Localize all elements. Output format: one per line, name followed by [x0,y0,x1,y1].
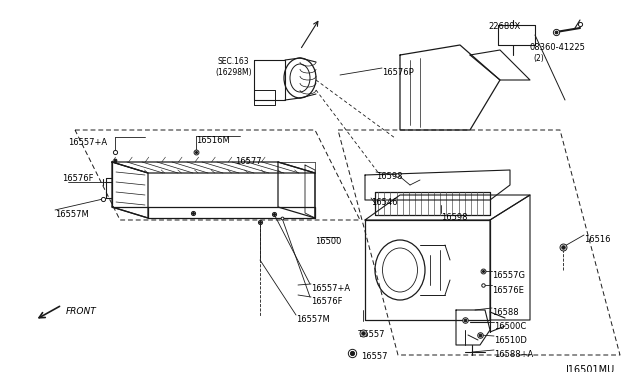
Text: 16598: 16598 [376,172,403,181]
Text: 16576F: 16576F [311,297,342,306]
Text: 16546: 16546 [371,198,397,207]
Text: 16516M: 16516M [196,136,230,145]
Text: 16500: 16500 [315,237,341,246]
Text: 08360-41225: 08360-41225 [530,43,586,52]
Text: 16577: 16577 [235,157,262,166]
Text: 22680X: 22680X [488,22,520,31]
Text: 16557M: 16557M [296,315,330,324]
Text: 16516: 16516 [584,235,611,244]
Text: 16510D: 16510D [494,336,527,345]
Text: (2): (2) [533,54,544,63]
Text: 16557M: 16557M [55,210,89,219]
Text: 16588+A: 16588+A [494,350,533,359]
Text: 16576P: 16576P [382,68,413,77]
Text: 16557+A: 16557+A [68,138,107,147]
Text: 16557+A: 16557+A [311,284,350,293]
Text: 16576F: 16576F [62,174,93,183]
Text: 16576E: 16576E [492,286,524,295]
Text: 16557: 16557 [358,330,385,339]
Text: 16588: 16588 [492,308,518,317]
Text: 16557G: 16557G [492,271,525,280]
Text: 16500C: 16500C [494,322,526,331]
Text: (16298M): (16298M) [215,68,252,77]
Text: J16501MU: J16501MU [565,365,614,372]
Text: SEC.163: SEC.163 [217,57,248,66]
Text: 16557: 16557 [361,352,387,361]
Text: 16598: 16598 [441,213,467,222]
Text: FRONT: FRONT [66,307,97,316]
